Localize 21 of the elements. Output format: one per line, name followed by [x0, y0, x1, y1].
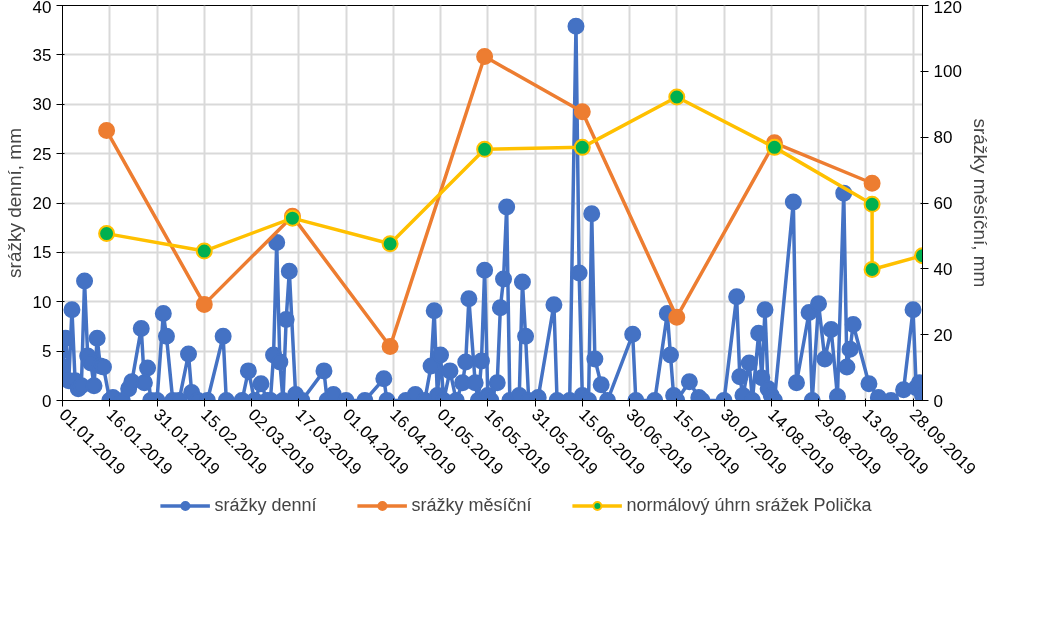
legend-label: normálový úhrn srážek Polička — [626, 494, 872, 516]
y-tick-label: 35 — [32, 45, 52, 65]
y2-tick-label: 20 — [933, 325, 953, 345]
y-tick-label: 30 — [32, 95, 52, 115]
y2-tick-label: 80 — [933, 128, 953, 148]
y-tick-label: 0 — [42, 391, 52, 411]
y2-tick-label: 100 — [933, 62, 962, 82]
y2-axis-title: srážky měsíční, mm — [969, 118, 991, 288]
y-tick-label: 5 — [42, 342, 52, 362]
y2-tick-label: 60 — [933, 194, 953, 213]
y-axis-title: srážky denní, mm — [3, 128, 25, 278]
y2-tick-label: 0 — [933, 391, 943, 411]
y-tick-label: 25 — [32, 144, 52, 164]
y-tick-label: 40 — [32, 0, 52, 17]
y-tick-label: 15 — [32, 243, 52, 263]
y-tick-label: 20 — [32, 194, 52, 213]
y2-tick-label: 40 — [933, 259, 953, 279]
y2-tick-label: 120 — [933, 0, 962, 17]
y-tick-label: 10 — [32, 292, 52, 312]
legend-label: srážky měsíční — [411, 494, 532, 516]
legend-label: srážky denní — [214, 494, 317, 516]
